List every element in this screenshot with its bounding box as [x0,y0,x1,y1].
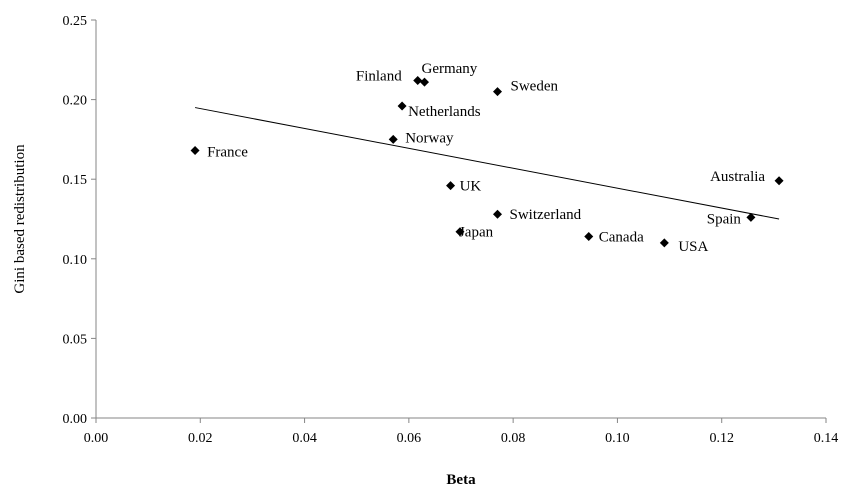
point-label: USA [678,239,708,255]
ticks [91,19,827,423]
point-label: Japan [459,225,494,241]
point-labels: France Finland Germany Sweden Netherlands Nor… [207,61,765,255]
x-axis-title: Beta [446,472,476,488]
point-label: Spain [707,211,742,227]
trendline [194,107,780,220]
y-tick-label: 0.20 [63,94,88,109]
x-tick-label: 0.10 [605,431,630,446]
data-point [774,176,784,186]
x-tick-label: 0.06 [397,431,422,446]
y-tick-label: 0.15 [63,173,88,188]
x-tick-label: 0.00 [84,431,109,446]
x-tick-label: 0.14 [814,431,839,446]
data-point [746,212,756,222]
y-axis-title: Gini based redistribution [12,144,28,294]
data-point [493,209,502,219]
y-tick-label: 0.10 [63,253,88,268]
point-label: Norway [405,130,454,146]
point-label: UK [460,179,482,195]
point-label: Germany [422,61,478,77]
x-tick-label: 0.08 [501,431,526,446]
data-point [584,232,594,242]
data-point [397,101,407,111]
point-label: Sweden [511,79,559,95]
point-label: Australia [710,169,765,185]
tick-labels: 0.00 0.05 0.10 0.15 0.20 0.25 0.00 0.02 0.04 0.06… [63,14,839,446]
data-point [420,77,429,87]
x-tick-label: 0.02 [188,431,213,446]
y-tick-label: 0.25 [63,14,88,29]
point-label: Finland [356,68,402,84]
x-tick-label: 0.04 [292,431,317,446]
axes [95,20,826,419]
x-tick-label: 0.12 [709,431,734,446]
data-point [190,146,200,156]
data-point [659,238,669,248]
point-label: Switzerland [510,207,582,223]
point-label: Netherlands [408,104,481,120]
data-points [190,75,784,248]
point-label: Canada [599,230,644,246]
y-tick-label: 0.00 [63,412,88,427]
y-tick-label: 0.05 [63,332,88,347]
data-point [388,134,398,144]
data-point [493,87,502,97]
point-label: France [207,145,248,161]
data-point [446,181,456,191]
data-point [413,75,423,85]
data-point [455,227,465,237]
